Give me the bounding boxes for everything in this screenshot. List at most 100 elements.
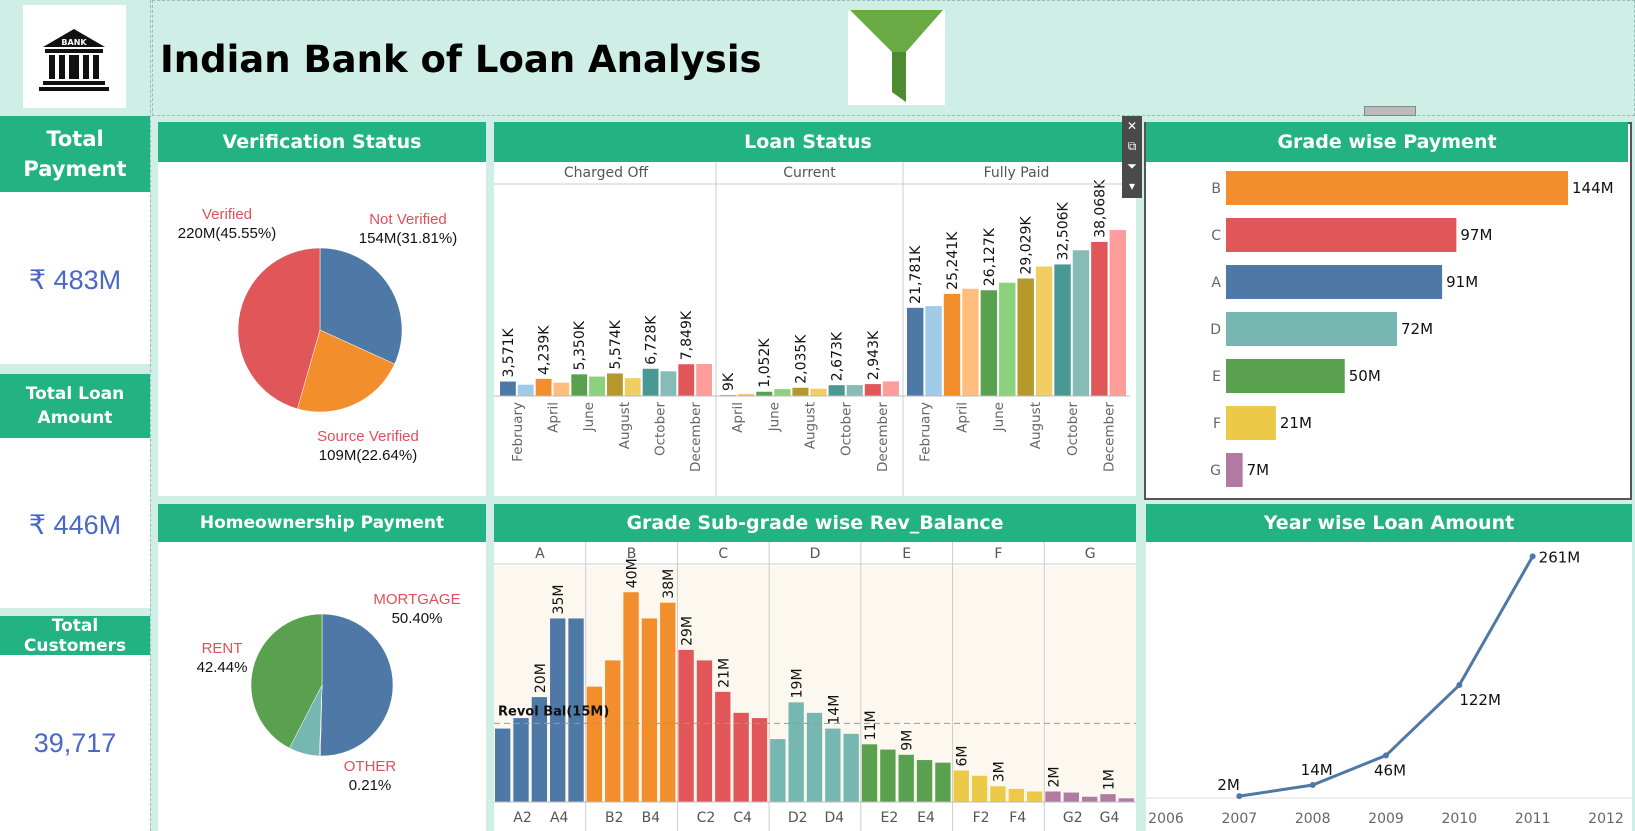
loan-status-bar — [1072, 250, 1090, 396]
not-verified-label: Not Verified 154M(31.81%) — [348, 210, 468, 248]
kpi-total-customers-value: 39,717 — [33, 728, 117, 758]
verification-pie[interactable] — [230, 240, 410, 420]
loan-status-bar — [642, 368, 659, 396]
subgrade-bar — [715, 691, 731, 802]
subgrade-bar — [1008, 788, 1024, 802]
year-loan-tick-label: 2010 — [1442, 811, 1478, 827]
loan-status-tick-label: April — [954, 402, 970, 433]
resize-handle[interactable] — [1364, 106, 1416, 116]
subgrade-tick-label: F2 — [973, 810, 990, 826]
loan-status-tick-label: February — [917, 402, 933, 462]
year-loan-panel — [1146, 504, 1632, 831]
subgrade-data-label: 20M — [533, 663, 549, 693]
grade-payment-bar — [1226, 171, 1568, 205]
subgrade-data-label: 6M — [955, 746, 971, 767]
subgrade-bar — [605, 660, 621, 802]
loan-status-bar — [553, 382, 570, 396]
not-verified-value: 154M(31.81%) — [358, 230, 458, 247]
homeownership-pie[interactable] — [250, 613, 394, 757]
loan-status-bar — [500, 381, 516, 396]
subgrade-tick-label: A2 — [513, 810, 531, 826]
subgrade-bar — [1118, 798, 1134, 802]
year-loan-tick-label: 2012 — [1588, 811, 1624, 827]
filter-icon[interactable]: ⏷ — [1127, 159, 1137, 173]
grade-payment-title: Grade wise Payment — [1146, 122, 1628, 162]
subgrade-tick-label: D4 — [824, 810, 844, 826]
year-loan-line — [1239, 555, 1534, 798]
bank-logo: BANK — [23, 5, 126, 108]
mortgage-value: 50.40% — [391, 610, 443, 627]
loan-status-data-label: 2,035K — [793, 334, 809, 384]
year-loan-point — [1383, 752, 1389, 759]
rent-name: RENT — [201, 640, 243, 657]
subgrade-chart[interactable]: A A2 20M 35M A4 B B2 40M B4 38M C 29M C2 21M C4 D 19M D2 1… — [494, 542, 1136, 831]
year-loan-chart[interactable]: 2006 2007 2008 2009 2010 2011 2012 2M 14M 46M 122M… — [1146, 542, 1632, 831]
subgrade-bar — [641, 618, 658, 802]
grade-payment-category-label: A — [1211, 275, 1221, 291]
loan-status-tick-label: October — [653, 402, 669, 456]
verification-slice-0 — [319, 247, 403, 365]
loan-status-bar — [1035, 266, 1053, 396]
subgrade-group-label: F — [994, 546, 1002, 562]
grade-payment-bar — [1226, 312, 1397, 346]
grade-payment-chart[interactable]: B 144M C 97M A 91M D 72M E 50M F 21M G 7M — [1146, 162, 1628, 496]
grade-payment-data-label: 144M — [1572, 179, 1614, 197]
loan-status-data-label: 5,574K — [608, 319, 624, 369]
verification-slice-2 — [237, 247, 321, 410]
loan-status-data-label: 25,241K — [945, 231, 961, 290]
verified-value: 220M(45.55%) — [177, 225, 277, 242]
subgrade-data-label: 40M — [625, 558, 641, 588]
subgrade-data-label: 38M — [661, 569, 677, 599]
subgrade-tick-label: F4 — [1009, 810, 1026, 826]
grade-payment-bar — [1226, 359, 1345, 393]
close-icon[interactable]: ✕ — [1126, 119, 1138, 133]
subgrade-bar — [971, 775, 988, 802]
other-name: OTHER — [343, 758, 397, 775]
grade-payment-category-label: C — [1211, 228, 1221, 244]
subgrade-tick-label: D2 — [788, 810, 808, 826]
loan-status-bar — [999, 282, 1016, 396]
loan-status-bar — [962, 288, 979, 396]
popout-icon[interactable]: ⧉ — [1127, 139, 1137, 153]
subgrade-group-label: B — [627, 546, 637, 562]
subgrade-bar — [898, 754, 914, 802]
subgrade-tick-label: B2 — [605, 810, 624, 826]
subgrade-data-label: 3M — [991, 761, 1007, 782]
grade-payment-category-label: E — [1212, 369, 1221, 385]
year-loan-tick-label: 2006 — [1148, 811, 1184, 827]
loan-status-group-label: Current — [783, 165, 836, 181]
loan-status-bar — [846, 385, 863, 396]
worksheet-toolbar — [1122, 116, 1142, 198]
subgrade-tick-label: C4 — [733, 810, 752, 826]
loan-status-tick-label: February — [510, 402, 526, 462]
bank-logo-text: BANK — [61, 38, 87, 47]
year-loan-data-label: 261M — [1539, 548, 1581, 566]
subgrade-data-label: 35M — [551, 585, 567, 615]
subgrade-group-label: D — [810, 546, 821, 562]
loan-status-bar — [943, 293, 961, 396]
loan-status-data-label: 1,052K — [757, 338, 773, 388]
loan-status-data-label: 26,127K — [982, 227, 998, 286]
source-verified-label: Source Verified 109M(22.64%) — [300, 427, 436, 465]
loan-status-data-label: 5,350K — [572, 320, 588, 370]
subgrade-bar — [953, 770, 969, 802]
loan-status-bar — [828, 385, 845, 396]
loan-status-tick-label: October — [1065, 402, 1081, 456]
year-loan-data-label: 2M — [1217, 776, 1240, 794]
kpi-total-loan-value: ₹ 446M — [28, 510, 122, 540]
verified-label: Verified 220M(45.55%) — [168, 205, 286, 243]
subgrade-bar — [825, 728, 841, 802]
loan-status-bar — [1017, 278, 1034, 396]
loan-status-chart[interactable]: Charged Off 3,571K 4,239K 5,350K 5,574K 6,728… — [494, 162, 1136, 496]
source-verified-name: Source Verified — [317, 428, 419, 445]
other-value: 0.21% — [348, 777, 392, 794]
more-options-icon[interactable]: ▾ — [1128, 179, 1136, 193]
loan-status-tick-label: June — [766, 402, 782, 432]
grade-payment-data-label: 50M — [1349, 367, 1381, 385]
subgrade-bar — [788, 702, 804, 802]
subgrade-bar — [1063, 792, 1079, 802]
subgrade-bar — [861, 744, 878, 802]
subgrade-data-label: 2M — [1046, 767, 1062, 788]
loan-status-data-label: 9K — [721, 372, 737, 391]
subgrade-tick-label: B4 — [642, 810, 661, 826]
